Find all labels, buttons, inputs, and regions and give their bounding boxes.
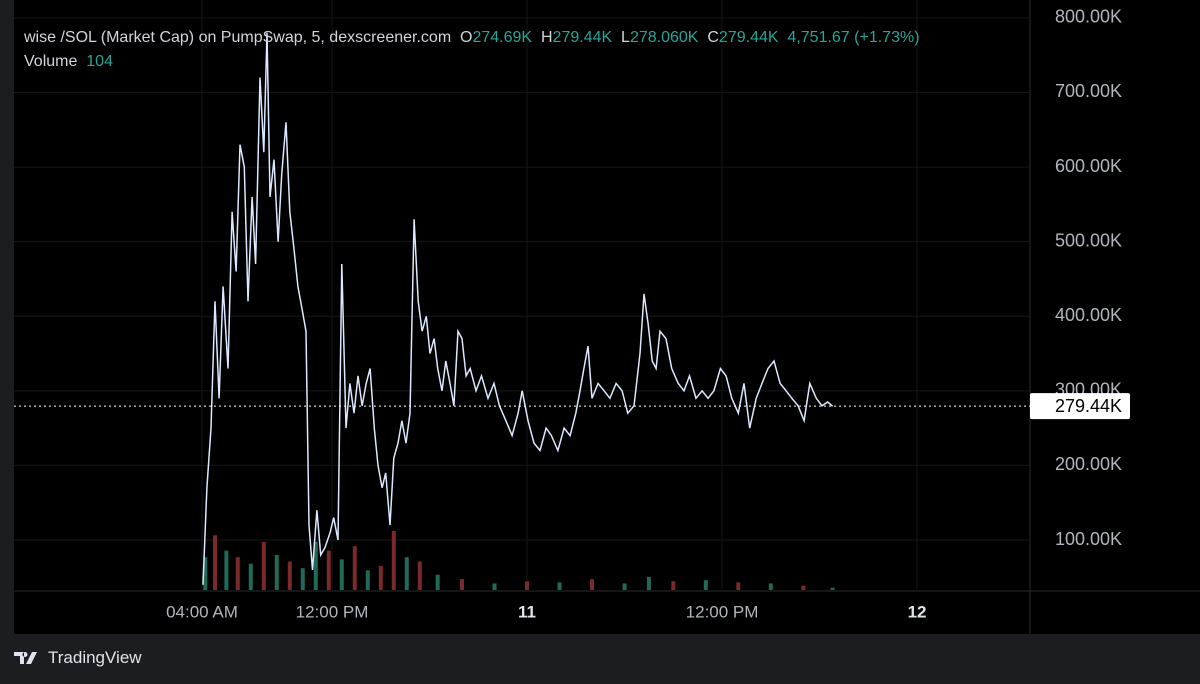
ohlc-value: 278.060K <box>629 29 699 46</box>
y-tick-label: 200.00K <box>1055 454 1122 474</box>
ohlc-value: 279.44K <box>552 29 613 46</box>
x-tick-label: 12:00 PM <box>686 602 759 621</box>
y-tick-label: 800.00K <box>1055 7 1122 27</box>
volume-bar <box>213 535 218 590</box>
volume-bar <box>365 570 370 590</box>
chart-background <box>14 0 1200 634</box>
volume-bar <box>830 587 835 590</box>
y-tick-label: 400.00K <box>1055 305 1122 325</box>
ohlc-label: O <box>460 29 473 46</box>
volume-bar <box>768 583 773 590</box>
volume-bar <box>203 557 208 590</box>
volume-bar <box>391 530 396 590</box>
volume-bar <box>287 561 292 590</box>
change: 4,751.67 (+1.73%) <box>787 29 920 46</box>
volume-bar <box>300 568 305 590</box>
volume-bar <box>235 557 240 590</box>
ohlc-label: L <box>621 29 630 46</box>
volume-bar <box>326 550 331 590</box>
volume-bar <box>703 580 708 590</box>
ohlc-value: 274.69K <box>472 29 533 46</box>
price-line <box>202 32 834 585</box>
volume-bar <box>622 583 627 590</box>
volume-bar <box>352 546 357 590</box>
volume-bar <box>435 574 440 590</box>
volume-bar <box>417 561 422 590</box>
volume-bar <box>404 557 409 590</box>
ohlc-value: 279.44K <box>718 29 779 46</box>
volume-bar <box>557 582 562 590</box>
y-tick-label: 100.00K <box>1055 529 1122 549</box>
ohlc: O274.69K H279.44K L278.060K C279.44K <box>460 29 787 46</box>
volume-bar <box>339 559 344 590</box>
x-tick-label: 11 <box>518 602 536 621</box>
legend-row: wise /SOL (Market Cap) on PumpSwap, 5, d… <box>24 26 920 50</box>
x-tick-label: 12:00 PM <box>296 602 369 621</box>
volume-bar <box>801 585 806 590</box>
volume-bar <box>261 541 266 590</box>
brand-logo <box>14 652 37 664</box>
y-tick-label: 700.00K <box>1055 81 1122 101</box>
x-tick-label: 04:00 AM <box>166 602 238 621</box>
legend: wise /SOL (Market Cap) on PumpSwap, 5, d… <box>24 26 920 74</box>
volume-bar <box>248 563 253 590</box>
last-price-box <box>1030 393 1130 420</box>
ohlc-label: H <box>540 29 553 46</box>
volume-bar <box>492 583 497 590</box>
volume-bar <box>460 579 465 590</box>
volume-bar <box>736 582 741 590</box>
volume-name: Volume <box>24 53 78 70</box>
volume-row: Volume 104 <box>24 50 920 74</box>
volume-bar <box>525 581 530 590</box>
ohlc-label: C <box>707 29 719 46</box>
volume-bar <box>378 565 383 590</box>
y-tick-label: 600.00K <box>1055 156 1122 176</box>
volume-bar <box>671 581 676 590</box>
volume-bar <box>646 576 651 590</box>
y-tick-label: 500.00K <box>1055 230 1122 250</box>
volume-bar <box>224 550 229 590</box>
volume-bar <box>313 541 318 590</box>
x-tick-label: 12 <box>908 602 927 621</box>
brand: TradingView <box>14 648 142 668</box>
symbol-title: wise /SOL (Market Cap) on PumpSwap, 5, d… <box>24 29 452 46</box>
volume-value: 104 <box>86 53 113 70</box>
volume-bar <box>590 579 595 590</box>
last-price-label: 279.44K <box>1055 396 1122 416</box>
volume-bar <box>274 555 279 590</box>
brand-name: TradingView <box>48 648 142 667</box>
